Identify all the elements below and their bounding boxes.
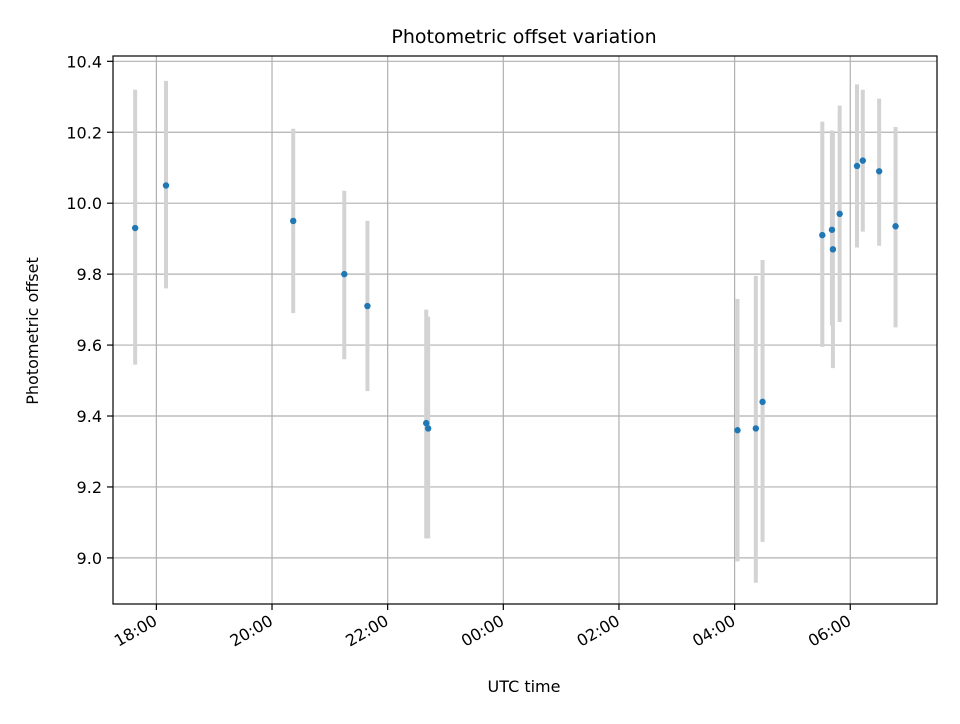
data-point xyxy=(162,182,170,189)
data-point xyxy=(290,217,297,225)
data-point xyxy=(752,425,760,432)
y-tick-label: 9.6 xyxy=(77,336,102,355)
y-tick-label: 9.8 xyxy=(77,265,102,284)
data-point xyxy=(734,427,741,434)
y-tick-label: 9.4 xyxy=(77,407,102,426)
y-tick-layer: 9.0 9.2 9.4 9.6 9.8 10.0 10.2 10.4 xyxy=(66,52,113,568)
plot-frame xyxy=(112,55,938,605)
data-point xyxy=(819,231,826,239)
data-point xyxy=(859,157,866,164)
data-point xyxy=(829,246,837,253)
data-point xyxy=(364,302,371,310)
data-point xyxy=(131,224,139,232)
data-point xyxy=(853,162,861,170)
y-tick-label: 10.0 xyxy=(66,194,102,213)
data-point xyxy=(341,270,348,278)
data-point xyxy=(424,425,432,432)
y-tick-label: 9.2 xyxy=(77,478,102,497)
point-layer xyxy=(131,157,899,434)
chart-title: Photometric offset variation xyxy=(391,26,656,48)
data-point xyxy=(892,223,899,230)
y-tick-label: 9.0 xyxy=(77,549,102,568)
y-tick-label: 10.4 xyxy=(66,52,102,71)
y-axis-label: Photometric offset xyxy=(23,257,42,405)
data-point xyxy=(423,419,430,427)
data-point xyxy=(759,398,766,406)
grid-layer xyxy=(113,56,937,604)
data-point xyxy=(828,226,836,233)
data-point xyxy=(836,210,843,218)
y-tick-label: 10.2 xyxy=(66,123,102,142)
x-axis-label: UTC time xyxy=(488,677,561,696)
data-point xyxy=(875,168,883,175)
